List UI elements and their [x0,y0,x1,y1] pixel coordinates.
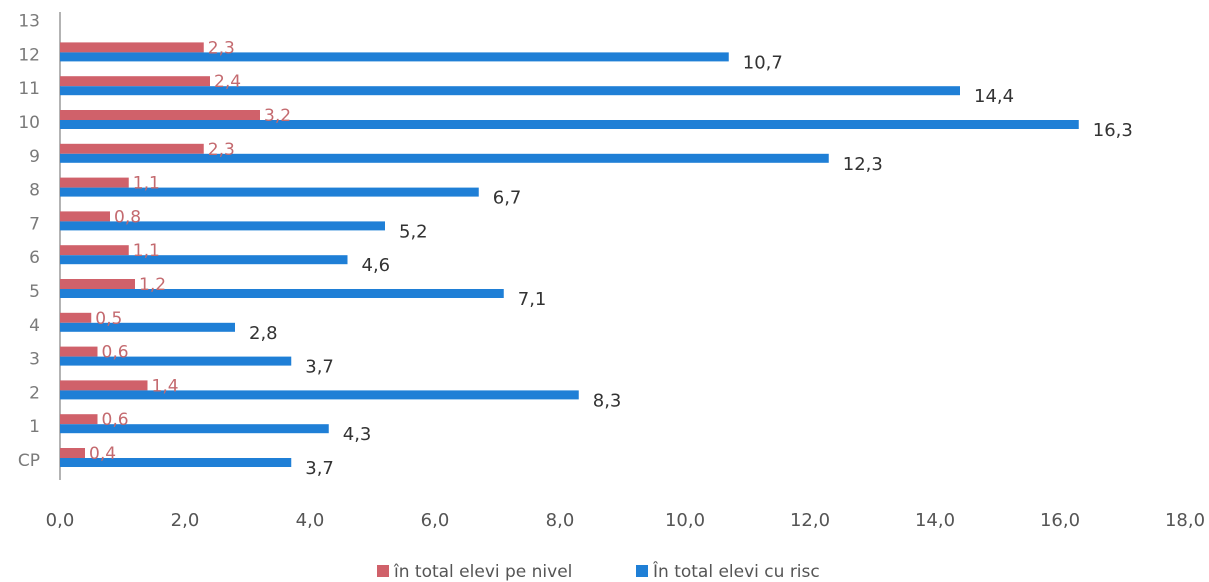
bar-series-1 [60,42,204,53]
bar-series-2 [60,187,479,197]
category-label: 3 [29,350,40,370]
category-label: 9 [29,147,40,167]
category-label: 11 [18,79,40,99]
category-label: 8 [29,181,40,201]
data-label-series-1: 0,6 [102,410,129,430]
bar-series-2 [60,153,829,163]
category-label: 4 [29,316,40,336]
legend: în total elevi pe nivel În total elevi c… [377,560,820,582]
data-label-series-1: 2,3 [208,38,235,58]
legend-label-series-2: În total elevi cu risc [652,560,820,582]
bar-series-2 [60,458,292,467]
data-label-series-2: 3,7 [305,458,334,479]
data-label-series-2: 2,8 [249,323,278,344]
x-tick-label: 18,0 [1165,510,1205,531]
category-label: 5 [29,282,40,302]
bar-series-1 [60,143,204,154]
data-label-series-1: 1,4 [152,376,179,396]
category-label: CP [18,451,40,471]
bar-series-2 [60,424,329,434]
data-label-series-1: 3,2 [264,106,291,126]
data-label-series-1: 1,2 [139,275,166,295]
bar-series-1 [60,211,110,222]
bar-series-2 [60,322,235,332]
legend-swatch-series-1 [377,565,389,577]
bar-series-2 [60,120,1079,129]
data-label-series-1: 0,6 [102,343,129,363]
data-label-series-2: 4,3 [343,424,372,445]
x-tick-label: 6,0 [421,510,450,531]
data-label-series-2: 3,7 [305,357,334,378]
x-tick-label: 12,0 [790,510,830,531]
bar-series-1 [60,312,92,323]
legend-swatch-series-2 [636,565,648,577]
bars [60,42,1079,467]
category-label: 7 [29,214,40,234]
data-label-series-2: 6,7 [493,188,522,209]
bar-series-2 [60,390,579,400]
category-label: 12 [18,45,40,65]
legend-label-series-1: în total elevi pe nivel [393,562,572,582]
data-label-series-2: 8,3 [593,390,622,411]
data-label-series-1: 0,8 [114,207,141,227]
bar-series-1 [60,76,210,87]
x-tick-label: 8,0 [546,510,575,531]
data-label-series-2: 5,2 [399,221,428,242]
data-label-series-2: 14,4 [974,86,1014,107]
x-tick-label: 4,0 [296,510,325,531]
bar-series-1 [60,110,260,120]
category-label: 13 [18,12,40,32]
x-tick-label: 10,0 [665,510,705,531]
bar-series-2 [60,52,729,62]
category-label: 10 [18,113,40,133]
bar-series-1 [60,245,129,256]
bar-series-1 [60,414,98,425]
bar-series-2 [60,356,292,366]
data-label-series-1: 1,1 [133,241,160,261]
bar-series-1 [60,380,148,391]
bar-series-1 [60,346,98,357]
category-label: 2 [29,383,40,403]
data-label-series-1: 2,4 [214,72,241,92]
data-label-series-1: 0,5 [95,309,122,329]
x-tick-label: 0,0 [46,510,75,531]
x-axis-tick-labels: 0,0 2,0 4,0 6,0 8,0 10,0 12,0 14,0 16,0 18,0 [46,510,1205,531]
data-label-series-1: 1,1 [133,174,160,194]
x-tick-label: 14,0 [915,510,955,531]
bar-series-2 [60,221,385,231]
value-labels: 0,4 3,7 0,6 4,3 1,4 8,3 0,6 3,7 0,5 2,8 1,2 7,1 1,1 4… [89,38,1133,479]
data-label-series-2: 16,3 [1093,120,1133,141]
bar-series-2 [60,289,504,298]
category-label: 1 [29,417,40,437]
bar-series-2 [60,86,960,96]
data-label-series-2: 12,3 [843,154,883,175]
data-label-series-2: 7,1 [518,289,547,310]
x-tick-label: 2,0 [171,510,200,531]
bar-series-2 [60,255,348,265]
bar-series-1 [60,177,129,188]
data-label-series-1: 2,3 [208,140,235,160]
data-label-series-2: 10,7 [743,52,783,73]
data-label-series-2: 4,6 [362,255,391,276]
bar-series-1 [60,448,85,458]
category-label: 6 [29,248,40,268]
data-label-series-1: 0,4 [89,444,116,464]
bar-series-1 [60,279,135,289]
x-tick-label: 16,0 [1040,510,1080,531]
